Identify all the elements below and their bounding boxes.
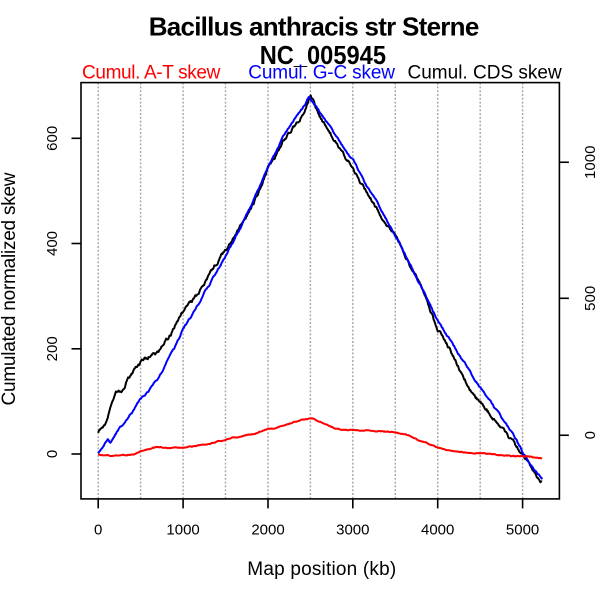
svg-text:0: 0 <box>582 431 599 439</box>
svg-text:0: 0 <box>94 522 102 539</box>
svg-text:Map position (kb): Map position (kb) <box>247 559 396 580</box>
svg-text:Cumul. A-T skew: Cumul. A-T skew <box>82 63 221 84</box>
svg-text:1000: 1000 <box>166 522 199 539</box>
svg-text:3000: 3000 <box>336 522 369 539</box>
svg-text:Cumul. G-C skew: Cumul. G-C skew <box>248 63 395 84</box>
svg-text:0: 0 <box>44 450 61 458</box>
svg-text:600: 600 <box>44 126 61 151</box>
svg-text:5000: 5000 <box>506 522 539 539</box>
svg-text:400: 400 <box>44 231 61 256</box>
svg-text:2000: 2000 <box>251 522 284 539</box>
svg-text:Bacillus anthracis str Sterne: Bacillus anthracis str Sterne <box>149 12 480 42</box>
svg-text:Cumul. CDS skew: Cumul. CDS skew <box>408 63 562 84</box>
svg-text:4000: 4000 <box>421 522 454 539</box>
svg-text:1000: 1000 <box>582 146 599 179</box>
svg-text:NC_005945: NC_005945 <box>260 40 386 70</box>
svg-text:500: 500 <box>582 286 599 311</box>
svg-text:200: 200 <box>44 336 61 361</box>
svg-text:Cumulated normalized skew: Cumulated normalized skew <box>0 172 20 405</box>
